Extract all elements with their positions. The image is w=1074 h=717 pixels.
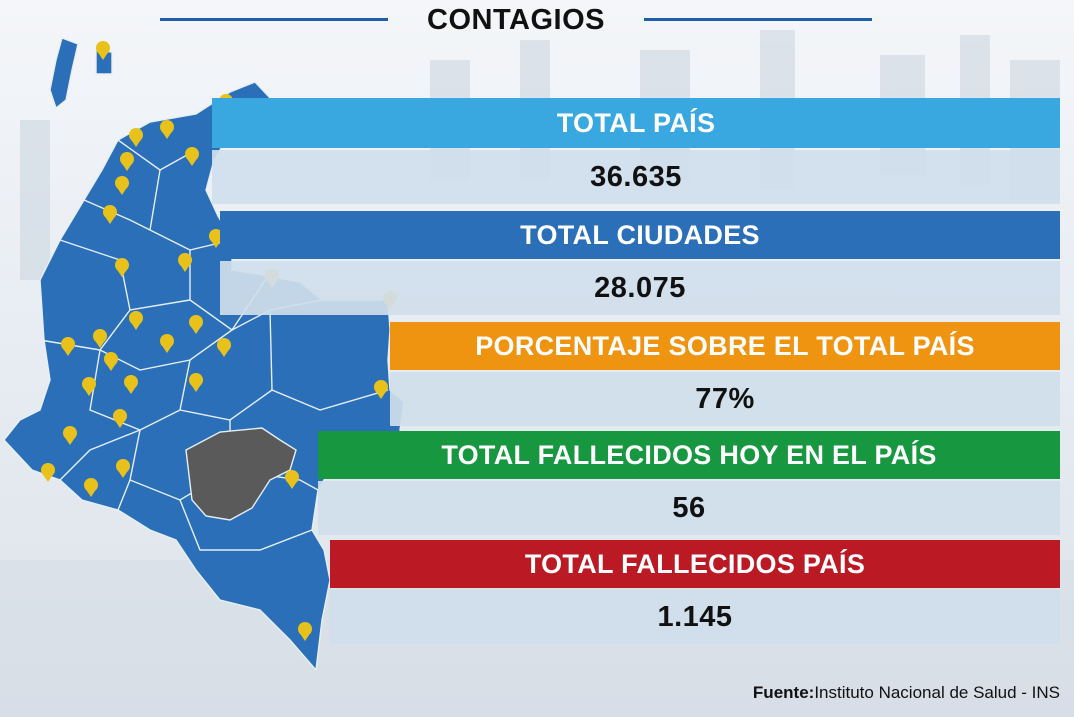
location-pin-icon — [93, 329, 107, 348]
location-pin-icon — [129, 128, 143, 147]
location-pin-icon — [129, 311, 143, 330]
location-pin-icon — [84, 478, 98, 497]
stat-value-porcentaje: 77% — [390, 372, 1060, 426]
stat-header-total-pais: TOTAL PAÍS — [212, 98, 1060, 148]
highlighted-region — [185, 427, 297, 521]
location-pin-icon — [115, 176, 129, 195]
location-pin-icon — [103, 205, 117, 224]
source-prefix: Fuente: — [752, 683, 815, 702]
location-pin-icon — [374, 380, 388, 399]
header: CONTAGIOS — [160, 0, 872, 44]
location-pin-icon — [178, 253, 192, 272]
location-pin-icon — [115, 258, 129, 277]
location-pin-icon — [209, 229, 223, 248]
colombia-map — [3, 37, 413, 670]
location-pin-icon — [116, 459, 130, 478]
location-pin-icon — [285, 470, 299, 489]
stat-value-fallecidos-pais: 1.145 — [330, 590, 1060, 644]
island-san-andres — [49, 37, 79, 110]
location-pin-icon — [160, 334, 174, 353]
city-pins — [41, 41, 397, 641]
location-pin-icon — [120, 152, 134, 171]
location-pin-icon — [160, 120, 174, 139]
location-pin-icon — [113, 409, 127, 428]
page-title: CONTAGIOS — [427, 4, 605, 36]
source-text: Instituto Nacional de Salud - INS — [814, 683, 1060, 702]
location-pin-icon — [96, 41, 110, 60]
map-regions — [3, 37, 413, 670]
location-pin-icon — [124, 375, 138, 394]
location-pin-icon — [63, 426, 77, 445]
stat-header-porcentaje: PORCENTAJE SOBRE EL TOTAL PAÍS — [390, 322, 1060, 370]
location-pin-icon — [189, 315, 203, 334]
location-pin-icon — [185, 147, 199, 166]
location-pin-icon — [189, 373, 203, 392]
location-pin-icon — [82, 377, 96, 396]
location-pin-icon — [41, 463, 55, 482]
stat-header-fallecidos-hoy: TOTAL FALLECIDOS HOY EN EL PAÍS — [318, 431, 1060, 479]
title-line-left — [160, 18, 388, 21]
location-pin-icon — [298, 622, 312, 641]
stat-header-fallecidos-pais: TOTAL FALLECIDOS PAÍS — [330, 540, 1060, 588]
stat-value-fallecidos-hoy: 56 — [318, 481, 1060, 535]
title-line-right — [644, 18, 872, 21]
location-pin-icon — [217, 338, 231, 357]
stat-value-total-pais: 36.635 — [212, 150, 1060, 204]
stat-header-total-ciudades: TOTAL CIUDADES — [220, 211, 1060, 259]
stat-value-total-ciudades: 28.075 — [220, 261, 1060, 315]
location-pin-icon — [61, 337, 75, 356]
source-note: Fuente:Instituto Nacional de Salud - INS — [753, 683, 1060, 703]
location-pin-icon — [104, 352, 118, 371]
